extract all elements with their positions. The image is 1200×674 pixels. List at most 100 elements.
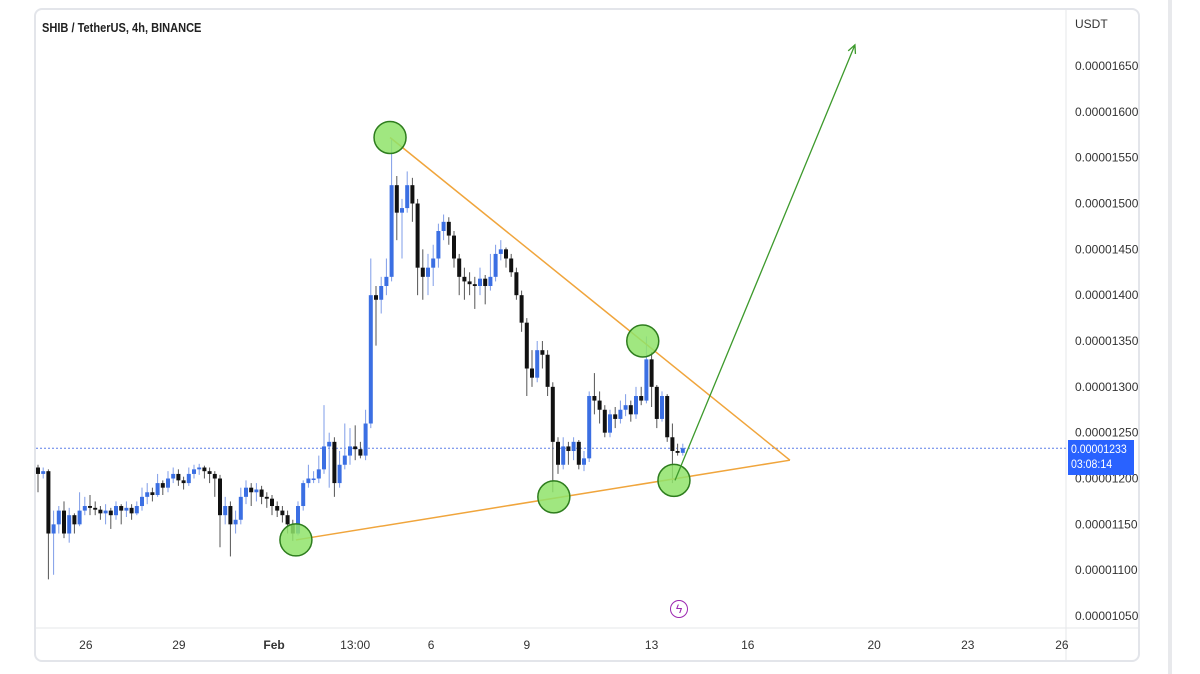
candle-down [108, 510, 113, 516]
candle-up [426, 267, 430, 277]
candle-up [311, 478, 316, 481]
candle-down [452, 235, 456, 259]
candle-down [613, 414, 618, 419]
price-axis-currency: USDT [1075, 17, 1108, 31]
arrow-head-icon [847, 43, 857, 54]
price-tick-label: 0.00001200 [1075, 472, 1139, 486]
candle-up [296, 506, 300, 534]
candle-up [478, 278, 482, 287]
candle-up [306, 478, 311, 484]
scrollbar-track[interactable] [1168, 0, 1172, 674]
price-tick-label: 0.00001600 [1075, 105, 1139, 119]
candle-down [576, 441, 581, 465]
candle-up [634, 396, 638, 415]
pivot-circle [279, 523, 313, 557]
time-tick-label: 9 [523, 638, 530, 652]
candle-up [498, 249, 503, 254]
candle-down [597, 400, 602, 410]
price-tick-label: 0.00001400 [1075, 288, 1139, 302]
candle-up [56, 510, 61, 525]
candle-down [457, 258, 462, 277]
candle-up [436, 231, 441, 259]
lightning-icon[interactable]: ϟ [670, 600, 688, 618]
candle-down [420, 267, 425, 277]
candle-down [212, 473, 217, 479]
bar-countdown: 03:08:14 [1071, 457, 1113, 471]
pivot-circle [537, 480, 571, 514]
candle-down [218, 478, 222, 516]
candle-down [566, 446, 571, 452]
candle-up [223, 506, 228, 516]
candle-down [540, 350, 545, 355]
candle-down [72, 515, 77, 525]
price-tick-label: 0.00001150 [1075, 517, 1138, 531]
candle-down [639, 396, 644, 401]
candle-up [441, 221, 446, 232]
time-tick-label: 23 [961, 638, 975, 652]
candle-up [114, 506, 118, 516]
candle-down [270, 498, 274, 507]
candle-down [119, 506, 124, 511]
candle-down [62, 510, 66, 534]
candle-down [514, 272, 519, 296]
pivot-circle [373, 120, 407, 155]
candle-up [124, 507, 129, 511]
candle-down [675, 451, 680, 453]
candle-up [571, 441, 576, 452]
price-tick-label: 0.00001450 [1075, 242, 1139, 256]
price-tick-label: 0.00001550 [1075, 151, 1139, 165]
time-tick-label: 20 [867, 638, 881, 652]
candle-down [592, 396, 597, 401]
candle-up [363, 423, 368, 456]
candle-down [415, 203, 420, 268]
candle-up [327, 441, 332, 447]
time-tick-label: Feb [263, 638, 284, 652]
candle-down [228, 506, 233, 525]
candle-down [259, 489, 264, 497]
price-tick-label: 0.00001350 [1075, 334, 1139, 348]
candle-down [129, 507, 134, 514]
candle-up [337, 464, 342, 484]
time-tick-label: 6 [428, 638, 435, 652]
candle-down [275, 506, 280, 511]
candle-up [316, 469, 321, 479]
chart-panel [34, 8, 1140, 662]
candle-up [342, 455, 347, 465]
candle-down [467, 281, 472, 285]
candle-up [77, 510, 82, 525]
candle-up [644, 359, 649, 401]
candle-down [93, 507, 98, 510]
candle-down [353, 446, 358, 450]
candle-down [264, 496, 269, 499]
candle-down [176, 473, 181, 481]
triangle-upper-trendline [389, 136, 791, 461]
candle-up [171, 473, 176, 479]
pivot-circle [657, 463, 691, 498]
candle-down [649, 359, 654, 387]
candle-down [249, 487, 254, 493]
candle-down [98, 509, 103, 514]
price-tick-label: 0.00001250 [1075, 426, 1139, 440]
candle-down [46, 471, 51, 534]
candle-up [238, 496, 243, 520]
candle-down [462, 276, 467, 282]
candle-down [670, 437, 675, 452]
candle-down [280, 510, 285, 516]
candle-up [680, 448, 685, 453]
candle-down [285, 515, 290, 525]
candle-up [431, 258, 436, 268]
last-price-value: 0.00001233 [1071, 442, 1127, 456]
pivot-circle [626, 324, 660, 358]
candle-down [160, 483, 165, 488]
candle-up [197, 467, 202, 470]
candle-down [602, 409, 607, 433]
candle-up [389, 185, 394, 277]
candle-down [181, 480, 186, 484]
candle-down [358, 449, 363, 456]
chart-title: SHIB / TetherUS, 4h, BINANCE [42, 20, 202, 35]
candle-up [405, 185, 410, 209]
candle-up [322, 446, 326, 470]
candle-down [545, 354, 550, 387]
candle-up [561, 446, 566, 465]
